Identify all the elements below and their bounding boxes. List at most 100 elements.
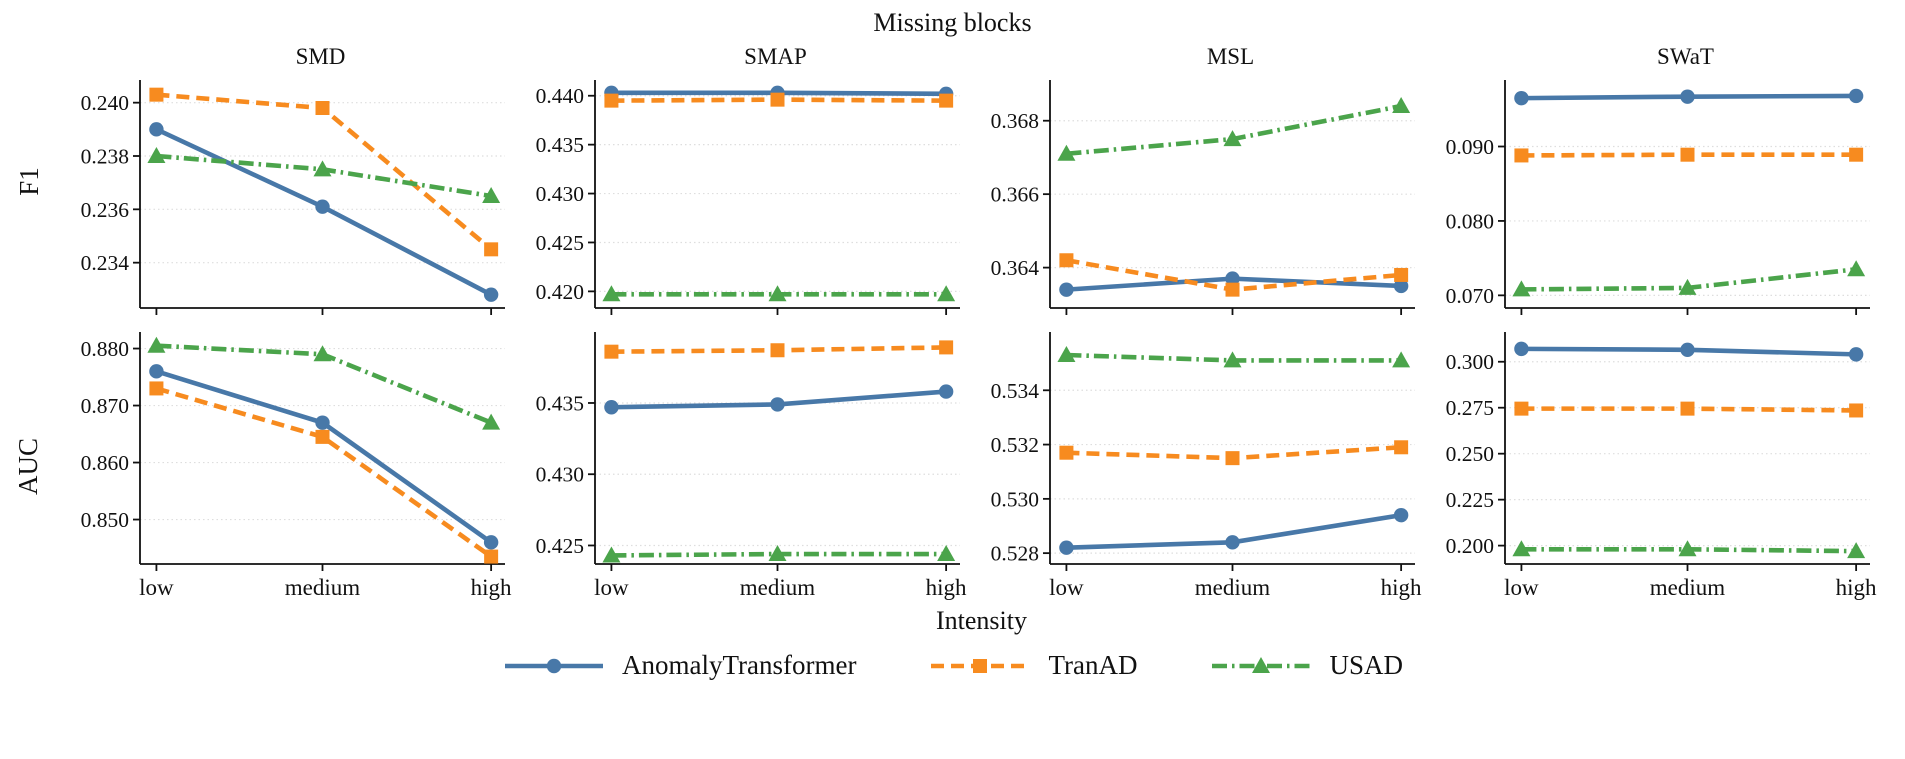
line-chart-smap-auc: 0.425 0.430 0.435 low medium high <box>536 332 967 600</box>
y-tick-label: 0.364 <box>991 256 1040 280</box>
square-marker <box>149 87 164 102</box>
y-tick-label: 0.870 <box>81 394 129 418</box>
triangle-marker <box>1512 280 1531 297</box>
square-marker <box>770 343 785 358</box>
circle-marker <box>315 415 330 430</box>
y-axis-row-label-auc: AUC <box>0 328 58 604</box>
column-title-swat: SWaT <box>1657 44 1714 69</box>
circle-marker <box>1393 507 1409 523</box>
figure-title: Missing blocks <box>873 8 1032 37</box>
circle-marker <box>1848 347 1864 362</box>
triangle-marker <box>1057 144 1076 161</box>
circle-marker <box>149 122 164 137</box>
square-marker <box>315 429 330 444</box>
plot-row-auc: AUC 0.850 0.860 0.870 0.880 low medium high 0.… <box>0 328 1905 604</box>
triangle-marker <box>147 147 166 163</box>
y-tick-label: 0.240 <box>81 91 129 115</box>
series-line-TranAD <box>155 386 493 559</box>
y-tick-label: 0.234 <box>81 251 130 275</box>
triangle-marker <box>768 285 787 302</box>
legend-item-tranad: TranAD <box>928 650 1137 681</box>
circle-marker <box>1059 540 1074 555</box>
triangle-marker <box>602 285 621 302</box>
row-label-auc: AUC <box>13 437 44 495</box>
square-marker <box>1059 253 1074 268</box>
x-tick-label: medium <box>285 575 360 600</box>
legend: AnomalyTransformer TranAD USAD <box>0 650 1905 681</box>
y-axis-row-label-f1: F1 <box>0 44 58 318</box>
square-marker <box>149 381 164 396</box>
y-tick-label: 0.225 <box>1446 488 1494 512</box>
line-chart-smap-f1: 0.420 0.425 0.430 0.435 0.440 <box>536 80 960 315</box>
square-marker <box>973 658 988 673</box>
circle-marker <box>1393 278 1409 294</box>
x-tick-label: low <box>594 575 629 600</box>
circle-marker <box>1225 535 1240 550</box>
circle-marker <box>315 199 330 214</box>
column-title-msl: MSL <box>1206 44 1255 69</box>
x-tick-label: medium <box>740 575 815 600</box>
circle-marker <box>1225 271 1240 286</box>
triangle-marker <box>1847 260 1866 277</box>
square-marker <box>1849 147 1864 162</box>
y-tick-label: 0.080 <box>1446 209 1494 233</box>
triangle-marker <box>1392 97 1411 114</box>
legend-line-triangle-icon <box>1212 656 1311 673</box>
square-marker <box>1059 445 1074 460</box>
square-marker <box>604 344 619 359</box>
line-chart-smd-f1: 0.234 0.236 0.238 0.240 <box>81 80 505 315</box>
y-tick-label: 0.435 <box>536 391 584 415</box>
circle-marker <box>604 400 619 415</box>
series-line-USAD <box>1066 103 1402 157</box>
plot-row-f1: F1 SMD 0.234 0.236 0.238 0.240 SMAP 0.420 0.… <box>0 44 1905 318</box>
circle-marker <box>546 658 562 673</box>
line-chart-msl-auc: 0.528 0.530 0.532 0.534 low medium high <box>991 332 1422 600</box>
y-tick-label: 0.250 <box>1446 442 1494 466</box>
square-marker <box>1680 147 1695 162</box>
y-tick-label: 0.425 <box>536 534 584 558</box>
y-tick-label: 0.368 <box>991 109 1039 133</box>
square-marker <box>1514 148 1529 163</box>
y-tick-label: 0.070 <box>1446 284 1494 308</box>
legend-label: AnomalyTransformer <box>621 650 857 680</box>
subplot-smd-auc: 0.850 0.860 0.870 0.880 low medium high <box>58 328 513 604</box>
subplot-msl-auc: 0.528 0.530 0.532 0.534 low medium high <box>968 328 1423 604</box>
triangle-marker <box>768 545 787 562</box>
circle-marker <box>483 535 499 550</box>
y-tick-label: 0.300 <box>1446 350 1494 374</box>
legend-item-usad: USAD <box>1209 650 1403 681</box>
triangle-marker <box>1392 351 1411 368</box>
square-marker <box>315 101 330 115</box>
circle-marker <box>1059 282 1074 297</box>
line-chart-swat-auc: 0.200 0.225 0.250 0.275 0.300 low medium high <box>1446 332 1877 600</box>
triangle-marker <box>1223 130 1242 147</box>
y-tick-label: 0.200 <box>1446 534 1494 558</box>
circle-marker <box>770 397 785 412</box>
square-marker <box>939 340 954 355</box>
x-tick-label: medium <box>1195 575 1270 600</box>
y-tick-label: 0.435 <box>536 133 584 157</box>
legend-label: USAD <box>1329 650 1403 680</box>
square-marker <box>484 242 499 257</box>
x-axis-label: Intensity <box>936 606 1027 635</box>
circle-marker <box>938 384 954 399</box>
y-tick-label: 0.850 <box>81 508 129 532</box>
square-marker <box>1680 401 1695 416</box>
triangle-marker <box>937 285 956 302</box>
x-tick-label: high <box>471 575 512 600</box>
x-tick-label: low <box>1049 575 1084 600</box>
triangle-marker <box>313 160 332 177</box>
subplot-smap-auc: 0.425 0.430 0.435 low medium high <box>513 328 968 604</box>
y-tick-label: 0.430 <box>536 463 584 487</box>
triangle-marker <box>1847 542 1866 559</box>
triangle-marker <box>1252 656 1271 673</box>
triangle-marker <box>602 546 621 563</box>
column-title-smap: SMAP <box>744 44 807 69</box>
y-tick-label: 0.430 <box>536 182 584 206</box>
circle-marker <box>1514 341 1529 357</box>
y-tick-label: 0.090 <box>1446 135 1494 159</box>
x-tick-label: medium <box>1650 575 1725 600</box>
x-tick-label: high <box>1836 575 1877 600</box>
square-marker <box>1394 267 1409 282</box>
